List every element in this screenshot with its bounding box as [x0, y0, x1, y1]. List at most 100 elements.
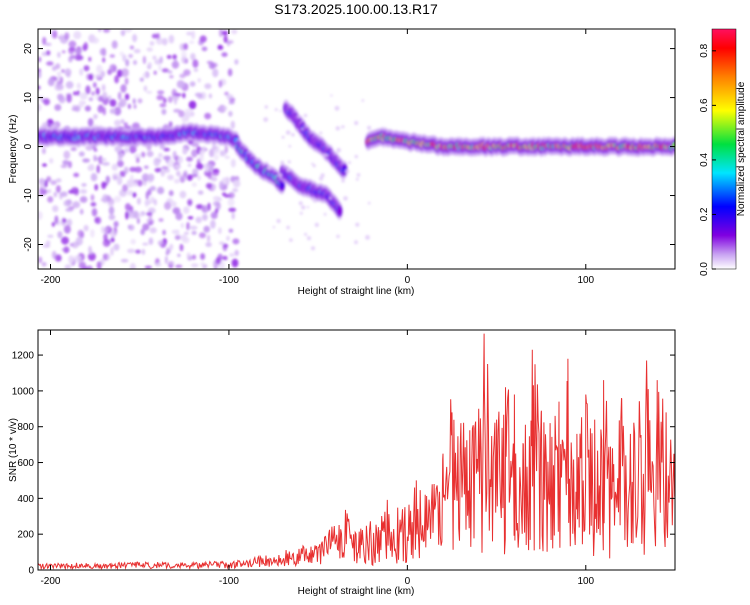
- noise-speckle: [148, 221, 153, 226]
- noise-speckle: [335, 126, 340, 131]
- noise-speckle: [172, 54, 177, 60]
- noise-speckle: [226, 235, 230, 241]
- noise-speckle: [229, 253, 235, 257]
- noise-speckle: [50, 180, 57, 186]
- noise-speckle: [356, 173, 361, 177]
- snr-series-line: [38, 333, 675, 570]
- noise-speckle: [186, 31, 193, 36]
- colorbar-gradient: [711, 28, 737, 270]
- noise-speckle: [63, 248, 69, 253]
- noise-speckle: [147, 62, 152, 68]
- noise-speckle: [117, 69, 123, 78]
- noise-speckle: [188, 100, 197, 110]
- colorbar-tick-label: 0.4: [699, 153, 710, 167]
- noise-speckle: [107, 203, 114, 207]
- noise-speckle: [158, 218, 164, 222]
- noise-speckle: [195, 204, 204, 210]
- noise-speckle: [94, 184, 99, 191]
- noise-speckle: [125, 59, 130, 67]
- noise-speckle: [79, 196, 88, 203]
- noise-speckle: [73, 255, 82, 262]
- noise-speckle: [291, 133, 295, 137]
- noise-speckle: [49, 158, 54, 164]
- noise-speckle: [274, 108, 278, 112]
- noise-speckle: [68, 46, 75, 55]
- noise-speckle: [158, 64, 162, 72]
- noise-speckle: [53, 191, 58, 198]
- noise-speckle: [132, 192, 137, 198]
- noise-speckle: [136, 197, 141, 205]
- noise-speckle: [199, 232, 206, 239]
- noise-speckle: [168, 34, 175, 44]
- noise-speckle: [183, 43, 188, 51]
- noise-speckle: [103, 227, 108, 235]
- spectrogram-marks: [38, 29, 675, 269]
- noise-speckle: [287, 160, 291, 164]
- noise-speckle: [221, 30, 229, 36]
- noise-speckle: [124, 147, 130, 153]
- noise-speckle: [205, 242, 212, 248]
- noise-speckle: [192, 59, 199, 68]
- noise-speckle: [355, 222, 360, 227]
- noise-speckle: [200, 262, 205, 266]
- noise-speckle: [116, 176, 123, 186]
- noise-speckle: [113, 106, 122, 116]
- noise-speckle: [223, 243, 229, 248]
- noise-speckle: [304, 232, 308, 236]
- noise-speckle: [122, 184, 129, 192]
- noise-speckle: [135, 249, 141, 254]
- noise-speckle: [80, 231, 85, 239]
- noise-speckle: [336, 234, 340, 239]
- noise-speckle: [79, 92, 88, 100]
- noise-speckle: [176, 170, 181, 177]
- noise-speckle: [113, 195, 122, 203]
- noise-speckle: [94, 216, 102, 225]
- noise-speckle: [297, 115, 300, 118]
- noise-speckle: [72, 105, 77, 109]
- noise-speckle: [109, 99, 117, 107]
- x-tick-label: 100: [577, 275, 594, 286]
- noise-speckle: [42, 122, 49, 127]
- noise-speckle: [111, 163, 118, 171]
- noise-speckle: [137, 98, 143, 104]
- noise-speckle: [90, 202, 97, 207]
- noise-speckle: [119, 51, 124, 57]
- noise-speckle: [73, 91, 77, 96]
- noise-speckle: [215, 201, 221, 211]
- noise-speckle: [127, 190, 134, 196]
- noise-speckle: [207, 234, 211, 242]
- noise-speckle: [57, 51, 61, 58]
- x-tick-label: 0: [405, 576, 411, 587]
- x-tick-label: 100: [577, 576, 594, 587]
- noise-speckle: [221, 177, 228, 185]
- noise-speckle: [38, 211, 43, 220]
- noise-speckle: [314, 222, 319, 227]
- noise-speckle: [54, 104, 62, 111]
- noise-speckle: [88, 73, 94, 81]
- noise-speckle: [102, 91, 108, 100]
- noise-speckle: [140, 151, 146, 158]
- noise-speckle: [39, 187, 45, 197]
- noise-speckle: [231, 212, 235, 220]
- x-tick-label: -100: [219, 275, 239, 286]
- noise-speckle: [132, 98, 136, 105]
- noise-speckle: [110, 246, 114, 256]
- noise-speckle: [312, 164, 316, 168]
- noise-speckle: [147, 173, 155, 182]
- noise-speckle: [207, 174, 213, 180]
- noise-speckle: [98, 104, 103, 110]
- noise-speckle: [197, 93, 203, 100]
- noise-speckle: [157, 90, 165, 95]
- noise-speckle: [54, 215, 59, 225]
- noise-speckle: [174, 164, 182, 169]
- noise-speckle: [124, 29, 133, 33]
- noise-speckle: [223, 106, 227, 111]
- noise-speckle: [120, 29, 126, 37]
- noise-speckle: [108, 214, 116, 221]
- noise-speckle: [198, 155, 204, 162]
- noise-speckle: [88, 56, 92, 62]
- noise-speckle: [180, 222, 184, 229]
- noise-speckle: [110, 237, 115, 243]
